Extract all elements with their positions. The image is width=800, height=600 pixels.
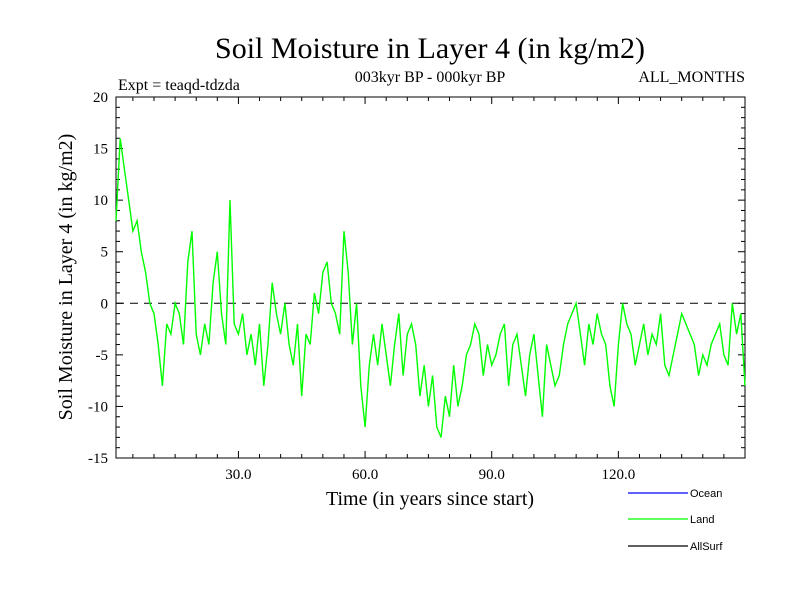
- y-tick-label: 10: [93, 193, 108, 209]
- y-axis-ticks: -15 -10 -5 0 5 10 15 20: [88, 90, 745, 467]
- y-tick-label: 5: [101, 245, 109, 261]
- y-tick-label: -15: [88, 451, 108, 467]
- legend-label-allsurf: AllSurf: [690, 541, 723, 553]
- x-axis-ticks: 30.0 60.0 90.0 120.0: [132, 97, 746, 483]
- y-tick-label: 0: [101, 296, 109, 312]
- x-tick-label: 90.0: [479, 467, 505, 483]
- y-tick-label: 15: [93, 142, 108, 158]
- y-tick-label: -10: [88, 399, 108, 415]
- legend-label-land: Land: [690, 514, 714, 526]
- series-line-land: [115, 138, 746, 438]
- chart-subtitle-left: Expt = teaqd-tdzda: [118, 77, 240, 94]
- chart-subtitle-right: ALL_MONTHS: [638, 69, 745, 86]
- chart-subtitle-center: 003kyr BP - 000kyr BP: [355, 69, 506, 86]
- y-tick-label: -5: [96, 348, 109, 364]
- legend-label-ocean: Ocean: [690, 488, 722, 500]
- y-tick-label: 20: [93, 90, 108, 106]
- chart-title: Soil Moisture in Layer 4 (in kg/m2): [215, 32, 645, 65]
- y-axis-label: Soil Moisture in Layer 4 (in kg/m2): [55, 134, 77, 421]
- legend: Ocean Land AllSurf: [628, 488, 723, 553]
- plot-frame: [115, 96, 746, 459]
- x-tick-label: 120.0: [601, 467, 635, 483]
- x-axis-label: Time (in years since start): [326, 488, 534, 510]
- x-tick-label: 30.0: [225, 467, 251, 483]
- x-tick-label: 60.0: [352, 467, 378, 483]
